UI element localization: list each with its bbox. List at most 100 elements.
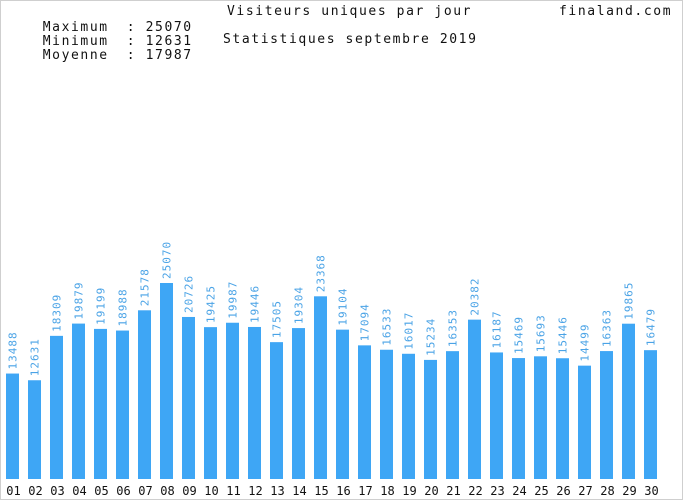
bar-04 [72, 323, 85, 479]
value-label-25: 15693 [535, 314, 548, 352]
bar-22 [468, 319, 481, 479]
x-tick-20: 20 [424, 484, 438, 498]
x-tick-21: 21 [446, 484, 460, 498]
bar-13 [270, 342, 283, 479]
value-label-23: 16187 [491, 310, 504, 348]
value-label-04: 19879 [73, 281, 86, 319]
x-tick-19: 19 [402, 484, 416, 498]
value-label-01: 13488 [7, 331, 20, 369]
x-tick-06: 06 [116, 484, 130, 498]
x-tick-18: 18 [380, 484, 394, 498]
x-tick-25: 25 [534, 484, 548, 498]
value-label-12: 19446 [249, 285, 262, 323]
bar-10 [204, 327, 217, 479]
stat-average: Moyenne: 17987 [5, 32, 193, 80]
bar-29 [622, 323, 635, 479]
stat-maximum-label: Maximum [42, 20, 109, 35]
bar-01 [6, 373, 19, 479]
x-tick-28: 28 [600, 484, 614, 498]
x-tick-10: 10 [204, 484, 218, 498]
bar-17 [358, 345, 371, 479]
value-label-28: 16363 [601, 309, 614, 347]
x-tick-22: 22 [468, 484, 482, 498]
value-label-17: 17094 [359, 303, 372, 341]
bar-09 [182, 316, 195, 479]
value-label-08: 25070 [161, 241, 174, 279]
stat-minimum-separator: : [126, 34, 137, 49]
bar-14 [292, 328, 305, 479]
bar-18 [380, 349, 393, 479]
bar-30 [644, 350, 657, 479]
x-tick-16: 16 [336, 484, 350, 498]
value-label-30: 16479 [645, 308, 658, 346]
x-tick-15: 15 [314, 484, 328, 498]
bar-06 [116, 330, 129, 479]
value-label-22: 20382 [469, 278, 482, 316]
x-tick-04: 04 [72, 484, 86, 498]
bar-11 [226, 322, 239, 479]
bar-21 [446, 351, 459, 479]
x-tick-02: 02 [28, 484, 42, 498]
stat-minimum-value: 12631 [145, 34, 193, 49]
value-label-03: 18309 [51, 294, 64, 332]
bar-19 [402, 353, 415, 479]
x-tick-24: 24 [512, 484, 526, 498]
x-tick-13: 13 [270, 484, 284, 498]
stat-maximum-separator: : [126, 20, 137, 35]
x-tick-08: 08 [160, 484, 174, 498]
stat-average-separator: : [126, 48, 137, 63]
value-label-19: 16017 [403, 312, 416, 350]
bar-05 [94, 328, 107, 479]
stat-minimum: Minimum: 12631 [5, 18, 193, 66]
stat-average-label: Moyenne [42, 48, 109, 63]
bar-25 [534, 356, 547, 479]
value-label-27: 14499 [579, 324, 592, 362]
value-label-14: 19304 [293, 286, 306, 324]
value-label-16: 19104 [337, 288, 350, 326]
value-label-02: 12631 [29, 338, 42, 376]
chart-title: Visiteurs uniques par jour [227, 4, 473, 19]
bar-20 [424, 359, 437, 479]
x-tick-29: 29 [622, 484, 636, 498]
value-label-21: 16353 [447, 309, 460, 347]
x-tick-07: 07 [138, 484, 152, 498]
stat-maximum-value: 25070 [145, 20, 193, 35]
x-tick-12: 12 [248, 484, 262, 498]
bar-16 [336, 329, 349, 479]
x-tick-03: 03 [50, 484, 64, 498]
value-label-05: 19199 [95, 287, 108, 325]
x-tick-14: 14 [292, 484, 306, 498]
site-name: finaland.com [559, 4, 673, 19]
x-tick-30: 30 [644, 484, 658, 498]
x-tick-01: 01 [6, 484, 20, 498]
bar-12 [248, 326, 261, 479]
stat-average-value: 17987 [145, 48, 193, 63]
bar-03 [50, 335, 63, 479]
stat-minimum-label: Minimum [42, 34, 109, 49]
x-tick-05: 05 [94, 484, 108, 498]
value-label-13: 17505 [271, 300, 284, 338]
x-tick-26: 26 [556, 484, 570, 498]
value-label-11: 19987 [227, 281, 240, 319]
value-label-06: 18988 [117, 288, 130, 326]
value-label-18: 16533 [381, 308, 394, 346]
stat-maximum: Maximum: 25070 [5, 4, 193, 52]
bar-02 [28, 380, 41, 479]
x-tick-11: 11 [226, 484, 240, 498]
value-label-26: 15446 [557, 316, 570, 354]
bar-24 [512, 358, 525, 479]
bar-26 [556, 358, 569, 479]
bar-28 [600, 351, 613, 479]
value-label-20: 15234 [425, 318, 438, 356]
x-tick-09: 09 [182, 484, 196, 498]
x-tick-17: 17 [358, 484, 372, 498]
value-label-07: 21578 [139, 268, 152, 306]
x-tick-23: 23 [490, 484, 504, 498]
x-tick-27: 27 [578, 484, 592, 498]
bar-23 [490, 352, 503, 479]
value-label-15: 23368 [315, 254, 328, 292]
bar-08 [160, 283, 173, 479]
value-label-10: 19425 [205, 285, 218, 323]
value-label-09: 20726 [183, 275, 196, 313]
